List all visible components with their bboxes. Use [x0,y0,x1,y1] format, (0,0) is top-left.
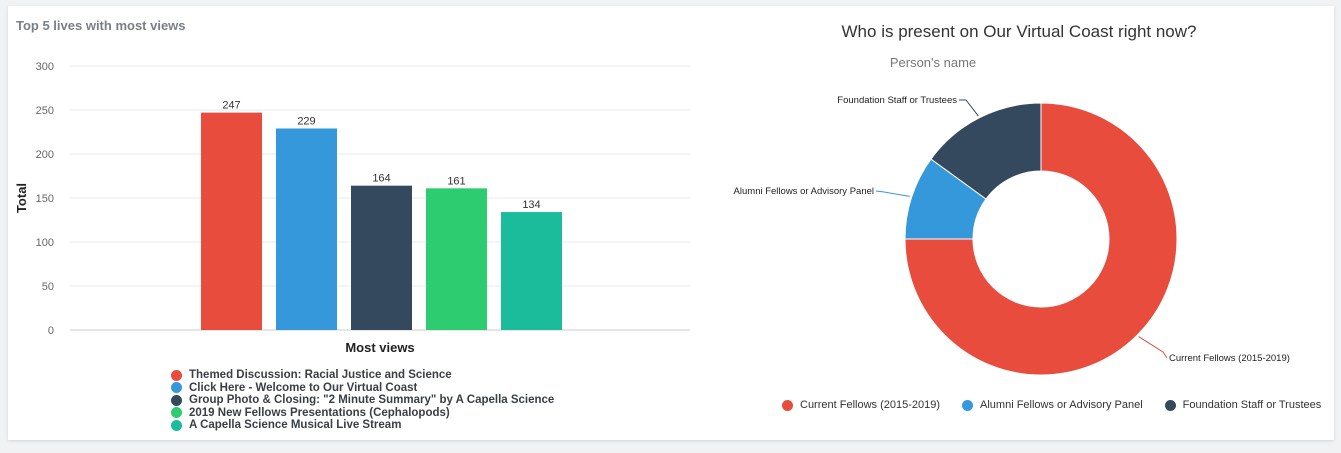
y-tick-label: 200 [36,149,54,161]
donut-legend-label: Alumni Fellows or Advisory Panel [980,399,1143,411]
slice-connector-line [875,190,910,197]
donut-chart-legend: Current Fellows (2015-2019) Alumni Fellow… [782,399,1321,411]
bar-1[interactable] [201,112,262,330]
legend-dot-icon [171,382,182,394]
bar-legend-item[interactable]: Group Photo & Closing: "2 Minute Summary… [171,394,554,407]
bar-value-label: 134 [522,199,540,211]
y-tick-label: 100 [36,237,54,249]
bar-5[interactable] [501,212,562,330]
donut-chart-subtitle: Person's name [890,55,976,70]
bar-legend-label: Themed Discussion: Racial Justice and Sc… [189,369,452,382]
donut-legend-item[interactable]: Current Fellows (2015-2019) [782,399,940,411]
legend-dot-icon [782,399,793,411]
bar-value-label: 229 [297,115,315,127]
bar-legend-item[interactable]: Click Here - Welcome to Our Virtual Coas… [171,382,554,395]
bar-legend-item[interactable]: Themed Discussion: Racial Justice and Sc… [171,369,554,382]
bar-value-label: 164 [372,173,390,185]
legend-dot-icon [171,407,182,419]
slice-label: Current Fellows (2015-2019) [1169,353,1290,364]
bar-legend-label: 2019 New Fellows Presentations (Cephalop… [189,406,450,419]
y-axis-label: Total [14,183,29,213]
bar-legend-label: Click Here - Welcome to Our Virtual Coas… [189,381,418,394]
bar-value-label: 247 [222,100,240,112]
bar-3[interactable] [351,185,412,330]
y-tick-label: 150 [36,193,54,205]
bar-4[interactable] [426,188,487,330]
bar-legend-label: A Capella Science Musical Live Stream [189,419,402,432]
y-tick-label: 50 [42,281,54,293]
legend-dot-icon [171,394,182,406]
slice-connector-line [1138,336,1168,359]
donut-legend-item[interactable]: Foundation Staff or Trustees [1164,399,1322,411]
bar-chart: 0 50 100 150 200 250 300 Total Most views 247 229 1… [14,61,690,355]
bar-value-label: 161 [447,175,465,187]
legend-dot-icon [1164,399,1176,411]
bar-2[interactable] [276,128,337,330]
x-axis-label: Most views [345,340,414,355]
bar-chart-title: Top 5 lives with most views [16,18,186,33]
donut-chart-title: Who is present on Our Virtual Coast righ… [842,22,1197,41]
slice-label: Alumni Fellows or Advisory Panel [734,186,874,197]
slice-connector-line [959,99,979,117]
donut-slice-1[interactable] [904,102,1178,376]
bar-legend-item[interactable]: A Capella Science Musical Live Stream [171,419,554,432]
bar-legend-label: Group Photo & Closing: "2 Minute Summary… [189,394,555,407]
donut-slice-3[interactable] [930,102,1042,200]
donut-legend-label: Foundation Staff or Trustees [1182,399,1322,411]
donut-chart: Who is present on Our Virtual Coast righ… [734,22,1290,376]
legend-dot-icon [171,419,182,431]
y-tick-label: 250 [36,105,54,117]
donut-legend-item[interactable]: Alumni Fellows or Advisory Panel [962,399,1143,411]
y-tick-label: 300 [36,61,54,73]
slice-label: Foundation Staff or Trustees [837,95,957,106]
y-tick-label: 0 [48,325,54,337]
bar-legend-item[interactable]: 2019 New Fellows Presentations (Cephalop… [171,407,554,420]
legend-dot-icon [171,369,182,381]
donut-legend-label: Current Fellows (2015-2019) [800,399,941,411]
legend-dot-icon [962,399,974,411]
bar-chart-legend: Themed Discussion: Racial Justice and Sc… [171,369,554,432]
